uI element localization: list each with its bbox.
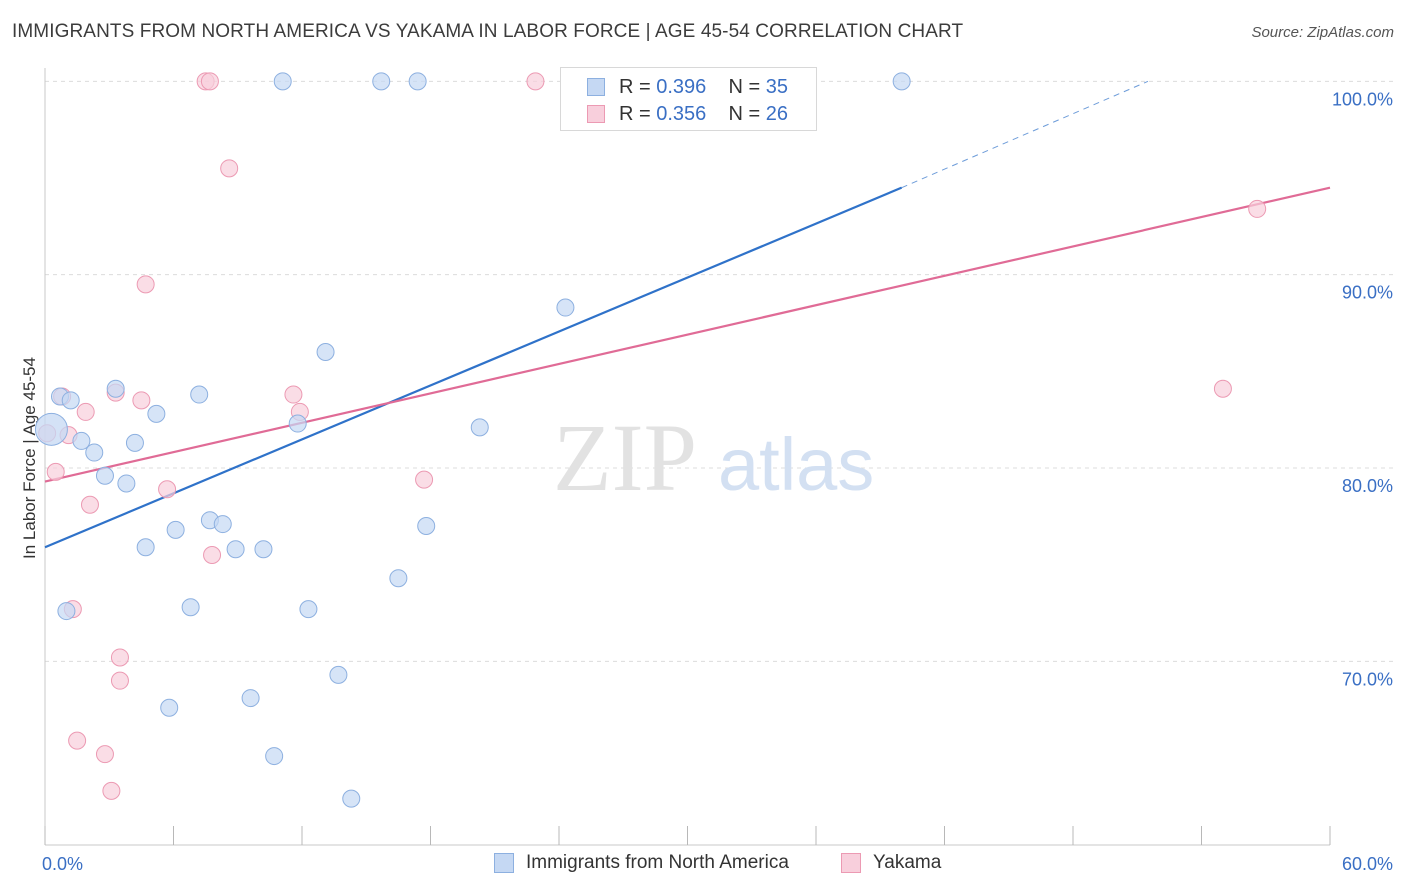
y-tick-label: 100.0% [1332,89,1393,109]
immigrants-trend-extension [901,80,1149,189]
immigrants-point [892,72,911,91]
immigrants-point [342,789,361,808]
immigrants-point [241,689,260,708]
y-tick-label: 90.0% [1342,283,1393,303]
immigrants-point [329,665,348,684]
legend-r-label: R = [619,103,657,125]
immigrants-point [254,540,273,559]
immigrants-point [147,404,166,423]
immigrants-point [288,414,307,433]
immigrants-point [265,747,284,766]
immigrants-point [316,343,335,361]
yakama-point [526,72,545,91]
legend-swatch-blue [494,853,514,873]
immigrants-point [273,72,292,91]
legend-swatch-blue [587,78,605,96]
immigrants-point [72,431,91,450]
watermark-atlas: atlas [718,423,874,506]
yakama-point [110,671,129,690]
yakama-point [95,745,114,764]
legend-r-value: 0.396 [656,76,707,98]
legend-swatch-pink [587,105,605,123]
legend-n-label: N = [728,103,766,125]
yakama-point [76,402,95,421]
grid-lines [45,80,1395,662]
immigrants-point [213,515,232,534]
immigrants-point [556,298,575,317]
yakama-point [102,781,121,800]
watermark-zip: ZIP [553,404,697,511]
immigrants-point [95,466,114,485]
immigrants-point [61,391,80,410]
immigrants-point [181,598,200,617]
yakama-point [415,470,434,489]
yakama-trend-line [44,186,1331,483]
immigrants-point [85,443,104,462]
tick-labels: 70.0% 80.0% 90.0% 100.0% 0.0% 60.0% [42,89,1393,874]
immigrants-point [299,600,318,619]
y-tick-label: 80.0% [1342,476,1393,496]
yakama-point [158,480,177,499]
chart-title: IMMIGRANTS FROM NORTH AMERICA VS YAKAMA … [12,21,964,42]
immigrants-point [160,698,179,717]
legend-n-label: N = [728,76,766,98]
legend-n-value: 26 [765,103,789,125]
immigrants-point [57,602,76,621]
trend-lines [44,80,1331,549]
immigrants-point [389,569,408,588]
yakama-point [46,462,65,481]
yakama-point [132,391,151,410]
immigrants-point [470,418,489,437]
yakama-point [200,72,219,91]
immigrants-point [136,538,155,557]
yakama-point [284,385,303,404]
yakama-point [203,546,222,564]
immigrants-point [125,433,144,452]
yakama-point [220,159,239,178]
immigrants-point [106,379,125,398]
axes [44,68,1331,846]
x-tick-label: 60.0% [1342,854,1393,874]
x-tick-label: 0.0% [42,854,83,874]
yakama-point [80,495,99,514]
yakama-point [68,731,87,750]
data-points [34,72,1267,808]
immigrants-point [417,517,436,535]
immigrants-point [190,385,209,404]
yakama-point [110,648,129,667]
legend-label: Immigrants from North America [526,852,789,873]
legend-n-value: 35 [765,76,789,98]
yakama-point [1248,199,1267,218]
immigrants-point [34,412,68,446]
source-credit: Source: ZipAtlas.com [1251,24,1394,41]
legend-r-label: R = [619,76,657,98]
y-tick-label: 70.0% [1342,669,1393,689]
immigrants-point [408,72,427,91]
immigrants-point [166,520,185,539]
correlation-legend: R = 0.396 N = 35 R = 0.356 N = 26 [560,67,817,131]
legend-swatch-pink [841,853,861,873]
yakama-point [1213,379,1232,398]
watermark: ZIP atlas [553,404,874,511]
yakama-point [136,275,155,294]
immigrants-point [226,540,245,559]
immigrants-point [117,474,136,493]
legend-r-value: 0.356 [656,103,707,125]
immigrants-point [372,72,391,91]
immigrants-trend-line [44,186,903,549]
legend-label: Yakama [873,852,942,873]
